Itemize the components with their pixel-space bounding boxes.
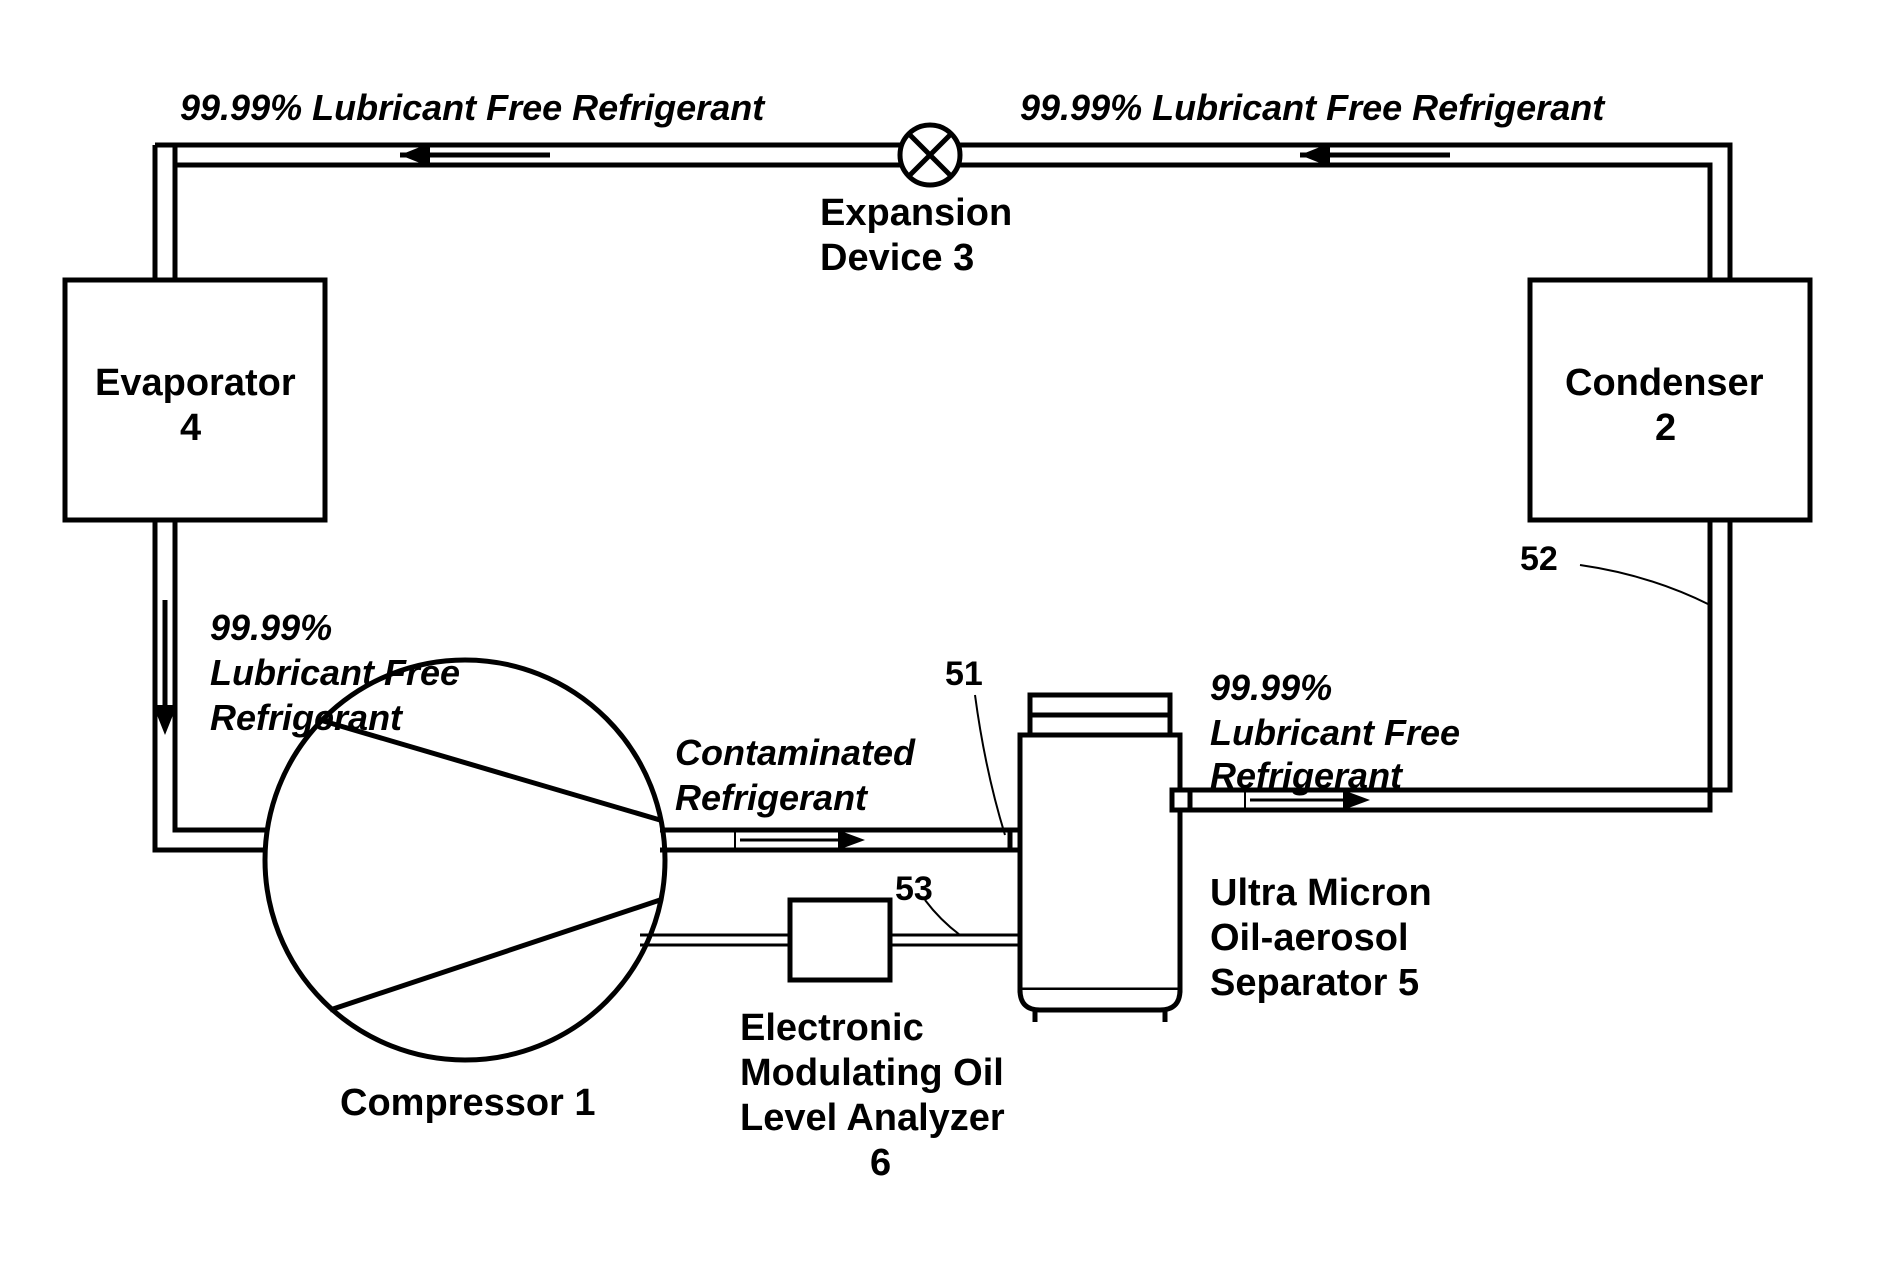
label-compressor: Compressor 1	[340, 1082, 596, 1124]
label-contaminated-l2: Refrigerant	[675, 777, 869, 818]
label-rightflow-l2: Lubricant Free	[1210, 712, 1460, 753]
oil-aerosol-separator	[1020, 695, 1190, 1022]
label-analyzer-l4: 6	[870, 1142, 891, 1184]
pipe-compressor-to-separator	[660, 830, 1028, 850]
label-expansion-l1: Expansion	[820, 192, 1012, 234]
label-leftflow-l2: Lubricant Free	[210, 652, 460, 693]
label-separator-l3: Separator 5	[1210, 962, 1419, 1004]
label-separator-l1: Ultra Micron	[1210, 872, 1432, 914]
label-analyzer-l1: Electronic	[740, 1007, 924, 1049]
leader-51	[975, 695, 1005, 835]
label-ref-52: 52	[1520, 540, 1558, 578]
oil-level-analyzer	[790, 900, 890, 980]
label-flow-top-right: 99.99% Lubricant Free Refrigerant	[1020, 87, 1606, 128]
label-condenser-l2: 2	[1655, 407, 1676, 449]
label-analyzer-l2: Modulating Oil	[740, 1052, 1004, 1094]
pipe-top-right	[960, 143, 1730, 280]
label-condenser-l1: Condenser	[1565, 362, 1764, 404]
label-separator-l2: Oil-aerosol	[1210, 917, 1409, 959]
label-flow-top-left: 99.99% Lubricant Free Refrigerant	[180, 87, 766, 128]
label-contaminated-l1: Contaminated	[675, 732, 916, 773]
label-analyzer-l3: Level Analyzer	[740, 1097, 1005, 1139]
label-evaporator-l1: Evaporator	[95, 362, 296, 404]
label-expansion-l2: Device 3	[820, 237, 974, 279]
label-ref-51: 51	[945, 655, 983, 693]
label-evaporator-l2: 4	[180, 407, 201, 449]
arrow-contaminated	[735, 830, 865, 850]
label-rightflow-l3: Refrigerant	[1210, 755, 1404, 796]
label-ref-53: 53	[895, 870, 933, 908]
label-leftflow-l1: 99.99%	[210, 607, 332, 648]
label-rightflow-l1: 99.99%	[1210, 667, 1332, 708]
expansion-device	[900, 125, 960, 185]
leader-52	[1580, 565, 1710, 605]
pipe-top-left	[155, 143, 900, 280]
refrigeration-cycle-diagram: 99.99% Lubricant Free Refrigerant 99.99%…	[0, 0, 1878, 1288]
label-leftflow-l3: Refrigerant	[210, 697, 404, 738]
